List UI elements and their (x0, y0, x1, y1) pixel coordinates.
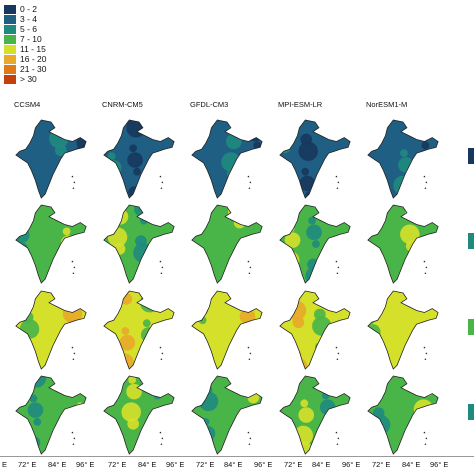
india-map (103, 119, 175, 199)
india-map (367, 204, 439, 284)
india-map (103, 290, 175, 370)
india-map (367, 290, 439, 370)
legend-label: 21 - 30 (20, 64, 47, 74)
legend-label: 0 - 2 (20, 4, 38, 14)
legend-item: 11 - 15 (4, 44, 74, 54)
india-map (191, 290, 263, 370)
india-map (191, 204, 263, 284)
model-title: NorESM1-M (366, 100, 408, 109)
legend-label: 7 - 10 (20, 34, 42, 44)
legend-label: 11 - 15 (20, 44, 46, 54)
india-map (279, 119, 351, 199)
x-axis-tick-label: E (2, 460, 8, 469)
legend-item: 7 - 10 (4, 34, 74, 44)
x-axis-tick-label: 96° E (342, 460, 361, 469)
legend-label: 3 - 4 (20, 14, 38, 24)
legend-swatch (4, 74, 16, 84)
legend-swatch (4, 54, 16, 64)
legend-swatch (4, 24, 16, 34)
india-map (279, 204, 351, 284)
x-axis-tick-label: 72° E (18, 460, 37, 469)
india-map (103, 375, 175, 455)
india-map (279, 290, 351, 370)
india-map (279, 375, 351, 455)
legend-label: 5 - 6 (20, 24, 38, 34)
legend-item: 21 - 30 (4, 64, 74, 74)
india-map (367, 375, 439, 455)
legend-swatch (4, 64, 16, 74)
x-axis-tick-label: 72° E (196, 460, 215, 469)
india-map (103, 204, 175, 284)
x-axis-tick-label: 84° E (224, 460, 243, 469)
x-axis-line (0, 456, 474, 457)
x-axis-tick-label: 84° E (48, 460, 67, 469)
legend-swatch (4, 44, 16, 54)
legend-item: 3 - 4 (4, 14, 74, 24)
legend-item: 16 - 20 (4, 54, 74, 64)
x-axis-tick-label: 72° E (108, 460, 127, 469)
legend-label: > 30 (20, 74, 37, 84)
model-title: MPI-ESM-LR (278, 100, 323, 109)
x-axis-tick-label: 96° E (166, 460, 185, 469)
legend-item: 5 - 6 (4, 24, 74, 34)
legend-item: 0 - 2 (4, 4, 74, 14)
legend-swatch (4, 14, 16, 24)
india-map (191, 119, 263, 199)
model-title: CNRM-CM5 (102, 100, 143, 109)
legend-swatch (4, 4, 16, 14)
partial-map (468, 404, 474, 420)
x-axis-tick-label: 72° E (372, 460, 391, 469)
india-map (15, 375, 87, 455)
x-axis-tick-label: 96° E (430, 460, 449, 469)
model-title: CCSM4 (14, 100, 41, 109)
model-title: GFDL-CM3 (190, 100, 229, 109)
india-map (15, 119, 87, 199)
india-map (15, 290, 87, 370)
legend-swatch (4, 34, 16, 44)
india-map (367, 119, 439, 199)
x-axis-tick-label: 72° E (284, 460, 303, 469)
partial-map (468, 319, 474, 335)
x-axis-tick-label: 84° E (402, 460, 421, 469)
partial-map (468, 233, 474, 249)
india-map (15, 204, 87, 284)
partial-map (468, 148, 474, 164)
legend-item: > 30 (4, 74, 74, 84)
x-axis-tick-label: 96° E (254, 460, 273, 469)
legend-label: 16 - 20 (20, 54, 47, 64)
x-axis-tick-label: 84° E (138, 460, 157, 469)
india-map (191, 375, 263, 455)
x-axis-tick-label: 84° E (312, 460, 331, 469)
x-axis-tick-label: 96° E (76, 460, 95, 469)
